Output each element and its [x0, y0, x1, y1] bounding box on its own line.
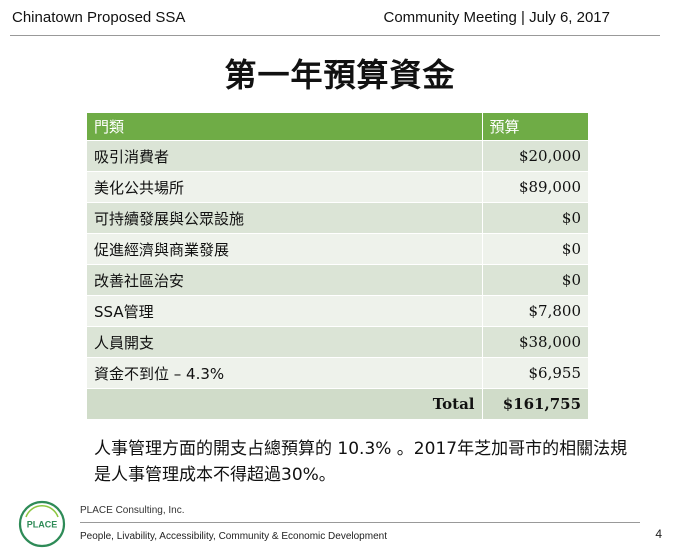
table-row: 促進經濟與商業發展 $0: [87, 233, 588, 265]
amount-cell: $38,000: [482, 326, 588, 358]
logo-arc: [25, 505, 59, 518]
company-tagline: People, Livability, Accessibility, Commu…: [80, 531, 387, 542]
amount-cell: $0: [482, 233, 588, 265]
table-row: 吸引消費者 $20,000: [87, 140, 588, 172]
column-header-budget: 預算: [482, 113, 588, 141]
table-row: 改善社區治安 $0: [87, 264, 588, 296]
table-row: 美化公共場所 $89,000: [87, 171, 588, 203]
column-header-category: 門類: [87, 113, 483, 141]
slide-header: Chinatown Proposed SSA Community Meeting…: [0, 0, 680, 36]
place-logo: PLACE: [18, 500, 66, 548]
amount-cell: $0: [482, 202, 588, 234]
category-cell: SSA管理: [87, 295, 483, 327]
amount-cell: $89,000: [482, 171, 588, 203]
table-row: 資金不到位 – 4.3% $6,955: [87, 357, 588, 389]
category-cell: 美化公共場所: [87, 171, 483, 203]
amount-cell: $0: [482, 264, 588, 296]
logo-ring: [18, 500, 66, 548]
table-row: 可持續發展與公眾設施 $0: [87, 202, 588, 234]
logo-text: PLACE: [27, 520, 58, 530]
table-header-row: 門類 預算: [87, 113, 588, 141]
total-row: Total $161,755: [87, 388, 588, 420]
header-project-name: Chinatown Proposed SSA: [12, 9, 186, 26]
budget-table: 門類 預算 吸引消費者 $20,000 美化公共場所 $89,000 可持續發展…: [87, 113, 588, 420]
footer-divider: [80, 522, 640, 523]
table-row: 人員開支 $38,000: [87, 326, 588, 358]
category-cell: 促進經濟與商業發展: [87, 233, 483, 265]
amount-cell: $20,000: [482, 140, 588, 172]
category-cell: 改善社區治安: [87, 264, 483, 296]
total-label: Total: [87, 388, 483, 420]
category-cell: 可持續發展與公眾設施: [87, 202, 483, 234]
amount-cell: $7,800: [482, 295, 588, 327]
staffing-note: 人事管理方面的開支占總預算的 10.3% 。2017年芝加哥市的相關法規是人事管…: [94, 439, 628, 485]
category-cell: 資金不到位 – 4.3%: [87, 357, 483, 389]
amount-cell: $6,955: [482, 357, 588, 389]
total-amount: $161,755: [482, 388, 588, 420]
header-meeting-info: Community Meeting | July 6, 2017: [383, 9, 610, 26]
category-cell: 人員開支: [87, 326, 483, 358]
header-divider: [10, 35, 660, 36]
category-cell: 吸引消費者: [87, 140, 483, 172]
table-row: SSA管理 $7,800: [87, 295, 588, 327]
page-number: 4: [655, 527, 662, 541]
slide-title: 第一年預算資金: [224, 56, 456, 94]
company-name: PLACE Consulting, Inc.: [80, 505, 185, 516]
